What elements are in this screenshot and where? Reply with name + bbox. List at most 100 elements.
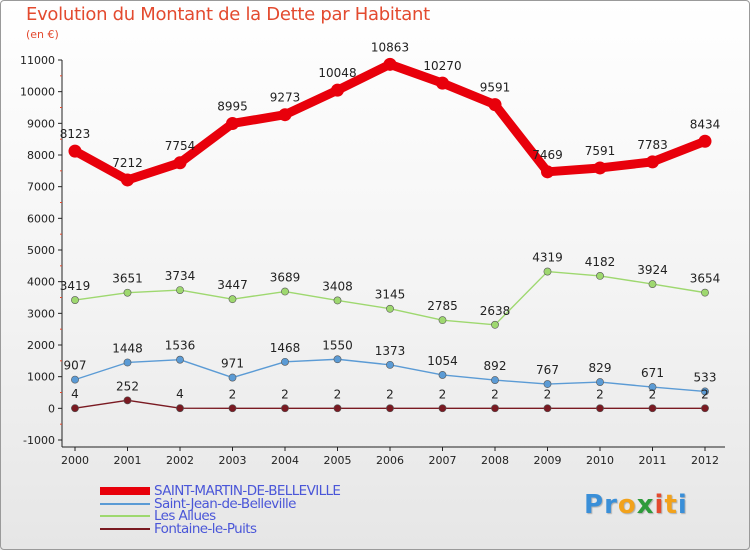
data-point — [383, 57, 397, 71]
y-tick-label: 7000 — [27, 181, 55, 194]
data-label: 2 — [596, 387, 604, 401]
data-label: 2 — [334, 387, 342, 401]
chart-subtitle: (en €) — [26, 28, 59, 41]
x-tick-label: 2005 — [324, 454, 352, 467]
data-point — [386, 360, 394, 369]
data-point — [281, 357, 289, 366]
data-point — [646, 155, 659, 169]
legend-swatch — [100, 527, 150, 530]
data-label: 10863 — [371, 40, 409, 54]
x-tick-label: 2010 — [586, 454, 614, 467]
data-label: 2 — [386, 387, 394, 401]
logo-letter: o — [617, 490, 637, 520]
data-label: 3924 — [637, 263, 668, 277]
data-point — [331, 83, 344, 97]
data-point — [71, 404, 79, 413]
data-label: 7783 — [637, 138, 668, 152]
y-tick-label: 6000 — [27, 212, 55, 225]
legend-item: SAINT-MARTIN-DE-BELLEVILLE — [100, 484, 341, 498]
legend-item: Fontaine-le-Puits — [100, 522, 340, 535]
legend-swatch — [100, 502, 150, 505]
data-label: 7469 — [532, 148, 563, 162]
data-point — [333, 355, 342, 364]
data-label: 7591 — [585, 144, 616, 158]
data-point — [648, 383, 657, 391]
data-point — [281, 404, 289, 413]
data-point — [123, 358, 132, 367]
data-point — [176, 355, 184, 364]
data-label: 4319 — [532, 251, 563, 265]
data-label: 3654 — [690, 272, 721, 286]
data-label: 1373 — [375, 344, 406, 358]
data-point — [438, 371, 447, 379]
data-label: 1536 — [165, 339, 196, 353]
data-label: 9273 — [270, 91, 301, 105]
data-label: 7212 — [112, 156, 143, 170]
data-label: 671 — [641, 366, 664, 380]
data-label: 907 — [64, 359, 87, 373]
data-point — [543, 380, 552, 388]
data-label: 252 — [116, 379, 139, 393]
data-label: 2 — [544, 387, 552, 401]
legend-item: Les Allues — [100, 508, 340, 524]
legend-label: Les Allues — [154, 508, 216, 524]
logo-letter: P — [584, 490, 605, 520]
data-point — [68, 144, 82, 158]
logo-letter: i — [677, 490, 688, 520]
data-point — [491, 320, 499, 329]
logo-letter: r — [604, 490, 618, 520]
y-tick-label: 2000 — [27, 339, 55, 352]
x-tick-label: 2002 — [166, 454, 194, 467]
data-label: 8434 — [690, 117, 721, 131]
data-point — [71, 375, 79, 384]
data-point — [281, 287, 289, 296]
x-tick-label: 2000 — [61, 454, 89, 467]
y-tick-label: 3000 — [27, 307, 55, 320]
x-tick-label: 2004 — [271, 454, 299, 467]
data-label: 2 — [701, 387, 709, 401]
series-line — [70, 59, 710, 185]
data-label: 2638 — [480, 304, 511, 318]
data-label: 2 — [281, 387, 289, 401]
data-point — [226, 116, 239, 130]
y-tick-label: 5000 — [27, 244, 55, 257]
x-tick-label: 2003 — [219, 454, 247, 467]
data-point — [701, 288, 709, 297]
data-point — [228, 404, 237, 413]
data-label: 2 — [229, 387, 237, 401]
data-label: 971 — [221, 357, 244, 371]
data-label: 3651 — [112, 272, 143, 286]
y-tick-label: 9000 — [27, 117, 55, 130]
data-point — [176, 404, 184, 413]
data-label: 8123 — [60, 127, 91, 141]
data-label: 767 — [536, 363, 559, 377]
data-point — [491, 376, 499, 384]
data-label: 2 — [439, 387, 447, 401]
x-tick-label: 2012 — [691, 454, 719, 467]
data-label: 1448 — [112, 341, 143, 355]
y-tick-label: 4000 — [27, 276, 55, 289]
data-point — [596, 404, 604, 413]
data-label: 2 — [649, 387, 657, 401]
data-label: 8995 — [217, 99, 248, 113]
data-point — [436, 76, 449, 90]
data-label: 4 — [176, 387, 184, 401]
data-point — [698, 134, 712, 148]
data-label: 2 — [491, 387, 499, 401]
data-point — [438, 404, 447, 413]
data-point — [386, 304, 394, 313]
data-label: 4182 — [585, 255, 616, 269]
data-point — [333, 296, 342, 305]
chart-legend: SAINT-MARTIN-DE-BELLEVILLE Saint-Jean-de-… — [100, 484, 341, 535]
data-label: 1054 — [427, 354, 458, 368]
data-label: 829 — [589, 361, 612, 375]
x-tick-label: 2006 — [376, 454, 404, 467]
legend-label: Saint-Jean-de-Belleville — [154, 495, 296, 512]
legend-swatch — [100, 515, 150, 518]
logo-letter: t — [664, 490, 678, 520]
data-point — [648, 404, 657, 413]
x-tick-label: 2008 — [481, 454, 509, 467]
data-label: 3447 — [217, 278, 248, 292]
chart-title: Evolution du Montant de la Dette par Hab… — [26, 4, 430, 25]
